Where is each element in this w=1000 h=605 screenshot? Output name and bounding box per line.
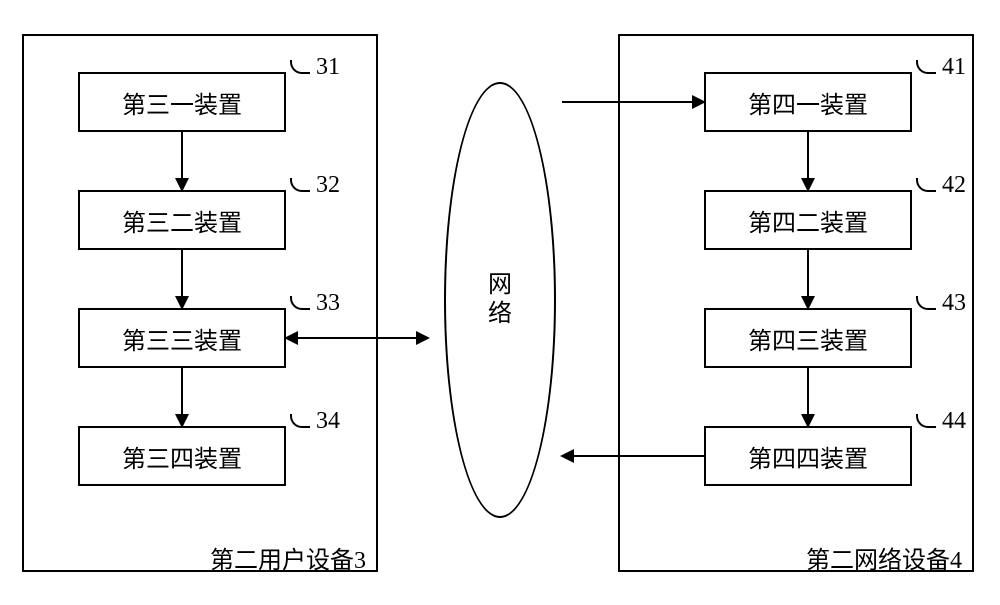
- arrows-layer: [0, 0, 1000, 605]
